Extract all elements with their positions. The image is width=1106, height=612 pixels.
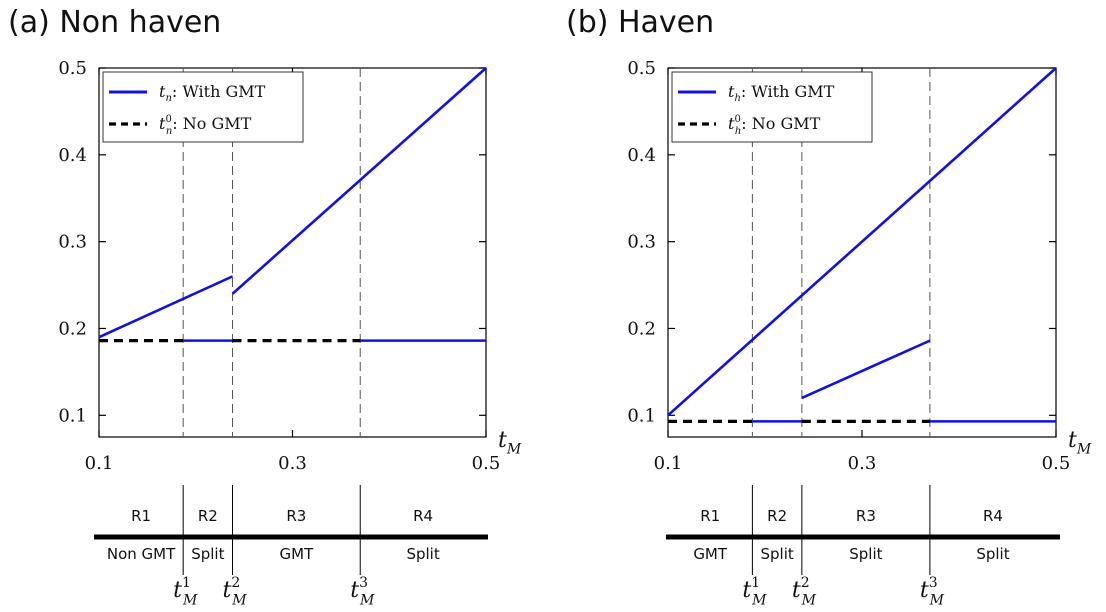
region-name: R1 [700, 507, 720, 525]
threshold-label-sub: M [801, 593, 817, 609]
x-axis-label-sub: M [1076, 442, 1092, 458]
threshold-label: t2 M [792, 575, 817, 609]
x-axis-label-sub: M [506, 442, 522, 458]
threshold-label-var: t [742, 578, 751, 603]
threshold-label-sup: 3 [359, 575, 368, 591]
y-tick-label: 0.4 [58, 145, 87, 166]
threshold-label-sub: M [182, 593, 198, 609]
threshold-label-sub: M [359, 593, 375, 609]
region-name: R2 [198, 507, 218, 525]
region-label: Split [406, 545, 439, 563]
region-name: R3 [856, 507, 876, 525]
threshold-label-sup: 1 [182, 575, 191, 591]
threshold-label: t3 M [350, 575, 375, 609]
legend-label: t0 h: No GMT [728, 114, 821, 137]
panel-title: (b) Haven [566, 5, 714, 40]
threshold-label-var: t [350, 578, 359, 603]
legend: th: With GMT t0 h: No GMT [671, 71, 873, 143]
threshold-label: t2 M [223, 575, 248, 609]
region-name: R4 [983, 507, 1003, 525]
with-gmt-segment [801, 339, 931, 400]
x-axis-label-var: t [498, 428, 507, 453]
y-tick-label: 0.4 [627, 145, 656, 166]
threshold-label-sup: 3 [929, 575, 938, 591]
y-tick-label: 0.1 [627, 405, 656, 426]
x-tick-label: 0.1 [85, 453, 114, 474]
region-label: Non GMT [107, 545, 176, 563]
legend-box [102, 71, 304, 143]
region-label: GMT [693, 545, 728, 563]
x-axis-label: tM [1068, 428, 1092, 458]
legend: tn: With GMT t0 n: No GMT [102, 71, 304, 143]
y-tick-label: 0.3 [627, 232, 656, 253]
threshold-label: t1 M [173, 575, 198, 609]
legend-label: t0 n: No GMT [159, 114, 252, 137]
threshold-label: t3 M [920, 575, 945, 609]
x-tick-label: 0.1 [654, 453, 683, 474]
y-tick-label: 0.5 [58, 58, 87, 79]
threshold-label-var: t [223, 578, 232, 603]
threshold-label-sup: 2 [801, 575, 810, 591]
region-label: GMT [280, 545, 315, 563]
region-label: Split [849, 545, 882, 563]
y-tick-label: 0.2 [627, 318, 656, 339]
x-tick-label: 0.3 [848, 453, 877, 474]
x-tick-label: 0.5 [472, 453, 501, 474]
region-label: Split [191, 545, 224, 563]
x-tick-label: 0.5 [1042, 453, 1071, 474]
y-tick-label: 0.1 [58, 405, 87, 426]
y-tick-label: 0.5 [627, 58, 656, 79]
region-name: R2 [767, 507, 787, 525]
threshold-label-sub: M [929, 593, 945, 609]
legend-box [671, 71, 873, 143]
threshold-label-sub: M [751, 593, 767, 609]
region-name: R3 [286, 507, 306, 525]
with-gmt-segment [667, 67, 1057, 417]
panel-title: (a) Non haven [8, 5, 221, 40]
legend-label: th: With GMT [728, 82, 835, 104]
with-gmt-segment [98, 275, 234, 339]
threshold-label-sup: 2 [231, 575, 240, 591]
threshold-label-var: t [920, 578, 929, 603]
x-axis-label-var: t [1068, 428, 1077, 453]
region-name: R4 [413, 507, 433, 525]
threshold-label-var: t [173, 578, 182, 603]
region-name: R1 [131, 507, 151, 525]
threshold-label-var: t [792, 578, 801, 603]
x-axis-label: tM [498, 428, 522, 458]
threshold-label-sub: M [231, 593, 247, 609]
with-gmt-segment [231, 67, 487, 295]
x-tick-label: 0.3 [278, 453, 307, 474]
threshold-label-sup: 1 [751, 575, 760, 591]
legend-label: tn: With GMT [159, 82, 266, 104]
region-label: Split [760, 545, 793, 563]
region-label: Split [976, 545, 1009, 563]
threshold-label: t1 M [742, 575, 767, 609]
y-tick-label: 0.3 [58, 232, 87, 253]
y-tick-label: 0.2 [58, 318, 87, 339]
